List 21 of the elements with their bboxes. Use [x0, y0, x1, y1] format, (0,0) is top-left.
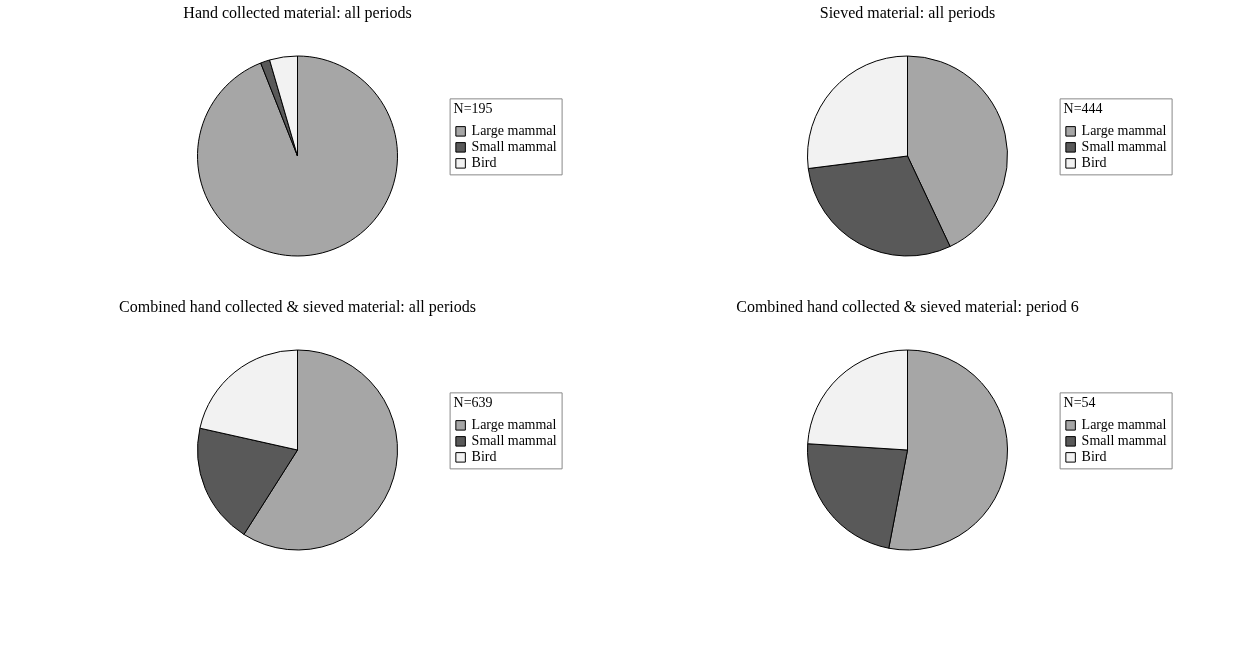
legend-label: Small mammal	[1081, 433, 1167, 449]
chart-title: Sieved material: all periods	[819, 4, 996, 22]
pie-slice	[197, 55, 398, 257]
legend-label: Bird	[471, 155, 497, 171]
legend-label: Large mammal	[1081, 417, 1167, 433]
legend-label: Small mammal	[471, 433, 557, 449]
legend-label: Large mammal	[471, 417, 557, 433]
legend-title: N=639	[453, 395, 493, 411]
legend-title: N=444	[1063, 101, 1103, 117]
chart-title: Combined hand collected & sieved material: period 6	[736, 298, 1079, 316]
legend-label: Bird	[1081, 449, 1107, 465]
chart-title: Combined hand collected & sieved material: all periods	[119, 298, 476, 316]
legend-label: Large mammal	[471, 123, 557, 139]
legend-label: Bird	[1081, 155, 1107, 171]
legend-label: Large mammal	[1081, 123, 1167, 139]
legend-label: Small mammal	[1081, 139, 1167, 155]
legend-label: Bird	[471, 449, 497, 465]
legend-label: Small mammal	[471, 139, 557, 155]
legend-title: N=54	[1063, 395, 1096, 411]
chart-title: Hand collected material: all periods	[183, 4, 412, 22]
legend-title: N=195	[453, 101, 493, 117]
